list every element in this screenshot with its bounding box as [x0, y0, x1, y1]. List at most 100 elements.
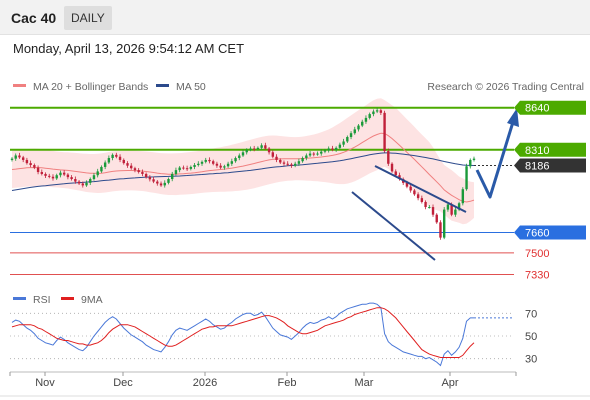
x-tick-label: Nov [35, 377, 55, 389]
candle-body [252, 148, 256, 150]
candle-body [100, 166, 103, 172]
candle-body [223, 166, 226, 168]
candle-body [48, 175, 51, 177]
candle-body [208, 159, 211, 162]
candle-body [357, 125, 360, 130]
candle-body [204, 159, 207, 162]
candle-body [211, 161, 215, 164]
candle-body [413, 190, 416, 195]
candle-body [469, 159, 472, 167]
candle-body [122, 159, 125, 164]
candle-body [18, 155, 21, 158]
candle-body [331, 148, 334, 150]
candle-body [103, 162, 107, 167]
candle-body [334, 147, 338, 150]
candle-body [29, 163, 32, 166]
candle-body [200, 161, 204, 164]
ma20-line [11, 132, 475, 203]
candle-body [241, 152, 245, 156]
candle-body [25, 159, 29, 164]
candle-body [394, 171, 397, 176]
candle-body [40, 172, 44, 174]
candle-body [264, 145, 267, 149]
candle-body [21, 157, 25, 160]
x-tick-label: Apr [441, 377, 458, 389]
candle-body [163, 182, 166, 186]
candle-body [245, 149, 248, 153]
ma50-line [11, 152, 475, 191]
candle-body [159, 183, 163, 186]
candle-body [141, 172, 144, 174]
candle-body [372, 111, 375, 115]
candle-body [472, 158, 476, 160]
candle-body [454, 209, 457, 215]
candle-body [174, 170, 178, 174]
x-tick-label: Mar [355, 377, 374, 389]
candle-body [297, 161, 301, 164]
bollinger-band [12, 98, 474, 225]
candle-body [260, 145, 263, 148]
candle-body [446, 204, 450, 210]
level-label-8310: 8310 [525, 145, 549, 157]
candle-body [398, 175, 401, 180]
candle-body [81, 183, 84, 186]
candle-body [420, 198, 424, 202]
candle-body [215, 163, 219, 166]
candle-body [368, 114, 371, 118]
candle-body [219, 165, 222, 168]
rsi-tick-70: 70 [525, 308, 537, 320]
x-tick-label: 2026 [193, 377, 217, 389]
candle-body [442, 209, 446, 238]
candle-body [390, 163, 394, 172]
candle-body [197, 163, 200, 166]
candle-body [107, 158, 111, 163]
candle-body [96, 171, 99, 176]
candle-body [133, 168, 137, 171]
candle-body [457, 203, 461, 210]
candle-body [62, 172, 66, 175]
candle-body [70, 177, 73, 180]
rsi-legend-label-0: RSI [33, 294, 51, 306]
candle-body [234, 158, 237, 162]
candle-body [405, 182, 409, 187]
candle-body [178, 167, 181, 171]
candle-body [379, 110, 383, 113]
candle-body [353, 129, 356, 134]
x-tick-label: Feb [278, 377, 297, 389]
candle-body [111, 154, 114, 159]
candle-body [465, 166, 468, 190]
candle-body [301, 158, 304, 162]
candle-body [267, 148, 271, 153]
credit-text: Research © 2026 Trading Central [427, 81, 584, 93]
candle-body [308, 153, 312, 156]
rsi-legend-swatch-0 [13, 297, 26, 300]
candle-body [144, 173, 148, 178]
rsi-line [11, 302, 474, 367]
candle-body [130, 165, 133, 169]
candle-body [167, 179, 170, 183]
candle-body [320, 151, 323, 154]
candle-body [461, 189, 465, 204]
candle-body [66, 174, 70, 178]
candle-body [327, 148, 330, 151]
candle-body [126, 163, 129, 166]
timestamp: Monday, April 13, 2026 9:54:12 AM CET [13, 41, 245, 56]
candle-body [185, 168, 189, 170]
rsi-legend-swatch-1 [61, 297, 74, 300]
period-selector[interactable]: DAILY [64, 6, 112, 30]
candle-body [51, 176, 55, 179]
chart-header: Cac 40 DAILY [0, 0, 590, 35]
candle-body [349, 133, 353, 138]
rsi-legend-label-1: 9MA [81, 294, 103, 306]
candle-body [387, 151, 390, 164]
candle-body [92, 175, 96, 180]
candle-body [275, 156, 278, 160]
candle-body [316, 153, 319, 155]
candle-body [286, 163, 289, 165]
rsi-tick-30: 30 [525, 354, 537, 366]
candle-body [14, 155, 17, 159]
candle-body [74, 179, 77, 182]
candle-body [230, 161, 234, 164]
candle-body [249, 148, 252, 150]
